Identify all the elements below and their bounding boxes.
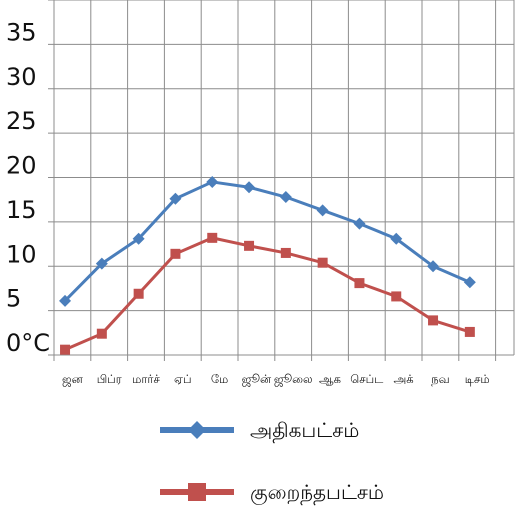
data-point-marker	[133, 288, 144, 299]
series-line-1	[63, 180, 471, 302]
data-point-marker	[169, 192, 182, 205]
x-tick-label: ஜன	[62, 372, 84, 387]
data-point-marker	[427, 260, 440, 273]
y-tick-label: 25	[6, 107, 37, 135]
data-point-marker	[354, 278, 365, 289]
data-point-marker	[464, 326, 475, 337]
data-point-marker	[316, 204, 329, 217]
data-point-marker	[59, 294, 72, 307]
x-tick-label: பிப்ர	[97, 372, 123, 386]
data-point-marker	[207, 232, 218, 243]
data-point-marker	[170, 248, 181, 259]
x-tick-label: ஜூலை	[274, 372, 313, 387]
legend-label-2: குறைந்தபட்சம்	[250, 480, 384, 505]
legend: அதிகபட்சம் குறைந்தபட்சம்	[160, 418, 384, 505]
data-point-marker	[353, 217, 366, 230]
data-point-marker	[206, 175, 219, 188]
series-line-2	[64, 236, 471, 352]
data-point-marker	[95, 257, 108, 270]
data-point-marker	[60, 344, 71, 355]
y-unit-label: °C	[21, 329, 50, 357]
y-tick-label: 10	[6, 240, 37, 268]
data-point-marker	[243, 181, 256, 194]
x-tick-label: செப்ட	[350, 372, 384, 386]
legend-marker	[188, 421, 206, 439]
x-tick-label: ஏப்	[174, 372, 192, 386]
data-point-marker	[463, 276, 476, 289]
data-point-marker	[132, 232, 145, 245]
data-point-marker	[428, 315, 439, 326]
data-point-marker	[280, 247, 291, 258]
x-tick-label: அக்	[394, 372, 415, 386]
data-point-marker	[317, 257, 328, 268]
data-point-marker	[390, 232, 403, 245]
y-tick-labels: 0°C 5 10 15 20 25 30 35	[6, 18, 50, 357]
y-tick-label: 30	[6, 63, 37, 91]
data-point-marker	[244, 240, 255, 251]
legend-label-1: அதிகபட்சம்	[250, 418, 359, 443]
chart-grid	[48, 0, 515, 361]
y-tick-label: 15	[6, 196, 37, 224]
x-tick-label: நவ	[431, 372, 449, 386]
y-tick-label: 35	[6, 18, 37, 46]
data-point-marker	[279, 191, 292, 204]
data-point-marker	[96, 328, 107, 339]
x-tick-label: ஆக	[319, 372, 342, 386]
x-tick-label: மார்ச்	[132, 372, 160, 386]
y-tick-label: 5	[6, 285, 21, 313]
x-tick-label: மே	[211, 372, 228, 386]
x-tick-label: ஜூன்	[242, 372, 272, 387]
series-lines	[59, 175, 476, 355]
y-tick-label: 0°C	[6, 329, 50, 357]
legend-marker	[188, 483, 206, 501]
y-tick-label: 20	[6, 152, 37, 180]
x-tick-label: டிசம்	[465, 372, 490, 386]
x-tick-labels: ஜன பிப்ர மார்ச் ஏப் மே ஜூன் ஜூலை ஆக செப்ட அக் நவ டி…	[62, 372, 490, 387]
data-point-marker	[391, 291, 402, 302]
